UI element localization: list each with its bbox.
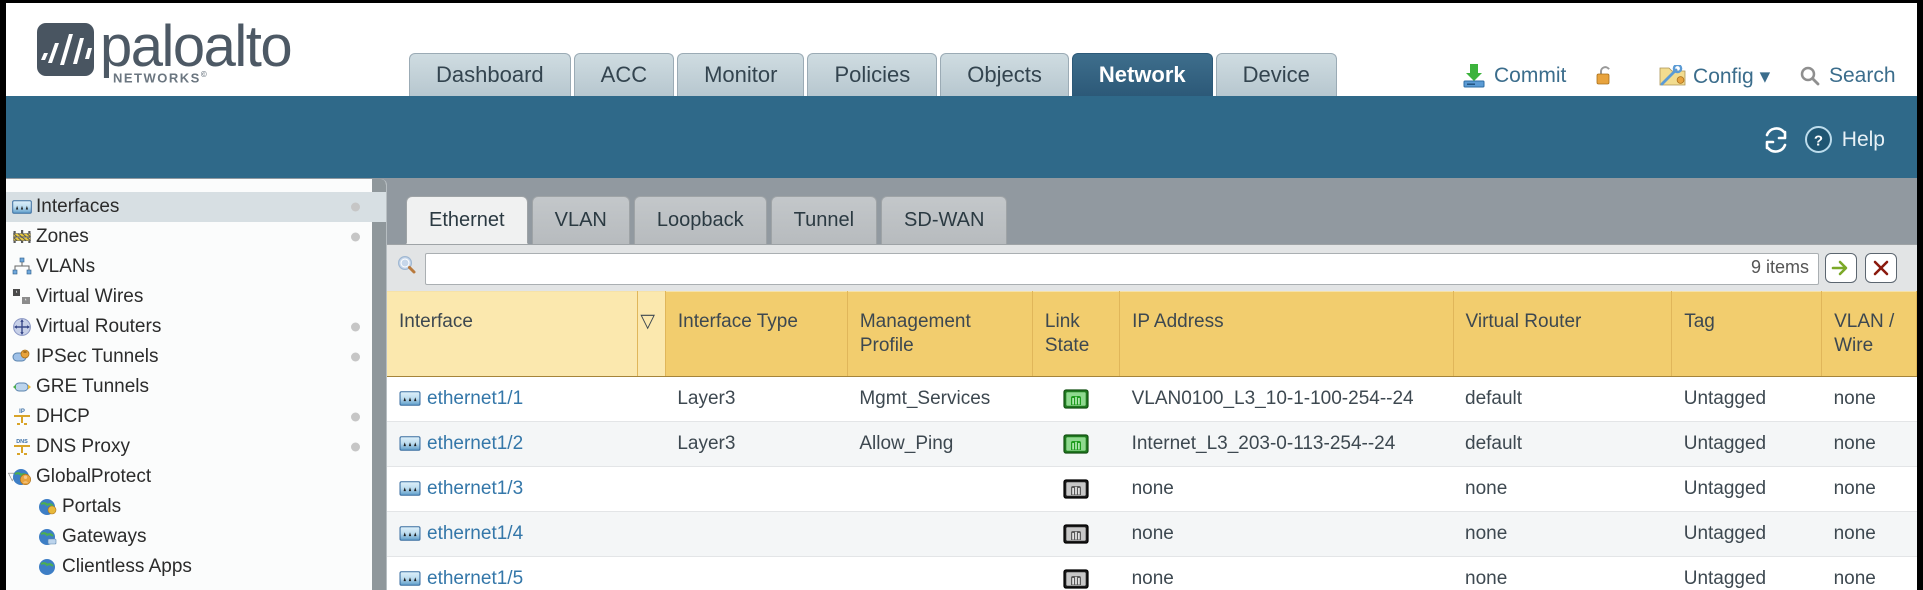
- svg-text:IP: IP: [19, 409, 25, 415]
- svg-text:?: ?: [1814, 133, 1823, 150]
- svg-text:DNS: DNS: [16, 439, 28, 445]
